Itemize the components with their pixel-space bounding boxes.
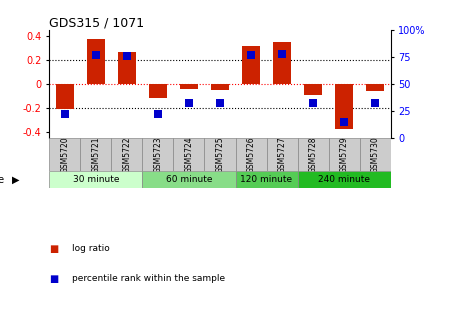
Text: GSM5730: GSM5730 xyxy=(370,136,379,173)
Bar xyxy=(211,84,229,90)
Text: GDS315 / 1071: GDS315 / 1071 xyxy=(49,16,145,29)
Text: GSM5727: GSM5727 xyxy=(277,136,286,173)
Bar xyxy=(56,84,74,109)
Bar xyxy=(118,52,136,84)
Text: time: time xyxy=(0,175,4,185)
Bar xyxy=(49,138,80,171)
Bar xyxy=(236,171,298,188)
Bar xyxy=(173,138,204,171)
Bar xyxy=(304,84,322,95)
Bar xyxy=(335,84,353,129)
Bar xyxy=(329,138,360,171)
Bar xyxy=(298,138,329,171)
Bar xyxy=(149,84,167,98)
Text: GSM5729: GSM5729 xyxy=(339,136,348,173)
Text: 120 minute: 120 minute xyxy=(241,175,293,184)
Text: GSM5725: GSM5725 xyxy=(216,136,224,173)
Point xyxy=(309,101,317,106)
Text: log ratio: log ratio xyxy=(72,244,110,253)
Bar xyxy=(80,138,111,171)
Text: 60 minute: 60 minute xyxy=(166,175,212,184)
Point xyxy=(216,101,224,106)
Text: ■: ■ xyxy=(49,244,59,254)
Text: ▶: ▶ xyxy=(12,175,19,185)
Text: GSM5720: GSM5720 xyxy=(61,136,70,173)
Text: GSM5722: GSM5722 xyxy=(123,136,132,173)
Point xyxy=(340,119,348,124)
Point xyxy=(92,52,100,58)
Bar xyxy=(360,138,391,171)
Point xyxy=(278,51,286,56)
Bar xyxy=(267,138,298,171)
Bar xyxy=(180,84,198,89)
Text: percentile rank within the sample: percentile rank within the sample xyxy=(72,275,225,283)
Bar xyxy=(111,138,142,171)
Point xyxy=(185,101,193,106)
Bar xyxy=(273,42,291,84)
Text: GSM5721: GSM5721 xyxy=(92,136,101,173)
Bar xyxy=(298,171,391,188)
Text: 30 minute: 30 minute xyxy=(73,175,119,184)
Text: GSM5724: GSM5724 xyxy=(185,136,194,173)
Bar xyxy=(49,171,142,188)
Bar xyxy=(142,138,173,171)
Bar xyxy=(236,138,267,171)
Point xyxy=(62,112,69,117)
Point xyxy=(371,101,379,106)
Bar xyxy=(242,46,260,84)
Text: ■: ■ xyxy=(49,274,59,284)
Bar xyxy=(366,84,384,91)
Bar xyxy=(142,171,236,188)
Point xyxy=(123,53,131,59)
Text: 240 minute: 240 minute xyxy=(318,175,370,184)
Text: GSM5723: GSM5723 xyxy=(154,136,163,173)
Bar xyxy=(87,39,105,84)
Bar xyxy=(204,138,236,171)
Point xyxy=(247,52,255,58)
Point xyxy=(154,112,162,117)
Text: GSM5728: GSM5728 xyxy=(308,136,317,173)
Text: GSM5726: GSM5726 xyxy=(247,136,255,173)
